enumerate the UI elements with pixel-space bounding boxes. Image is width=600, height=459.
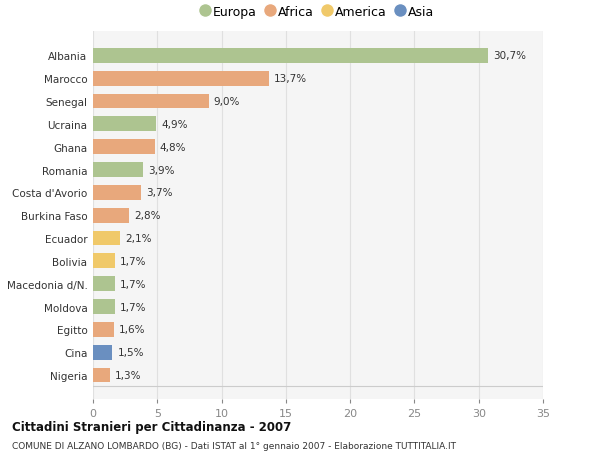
Text: 1,7%: 1,7% (120, 256, 146, 266)
Text: Cittadini Stranieri per Cittadinanza - 2007: Cittadini Stranieri per Cittadinanza - 2… (12, 420, 291, 433)
Legend: Europa, Africa, America, Asia: Europa, Africa, America, Asia (198, 2, 438, 22)
Text: 1,7%: 1,7% (120, 302, 146, 312)
Text: 1,7%: 1,7% (120, 279, 146, 289)
Bar (93, 322, 113, 337)
Bar (93, 185, 140, 200)
Bar (93, 345, 112, 360)
Text: 13,7%: 13,7% (274, 74, 307, 84)
Bar (93, 277, 115, 291)
Text: 1,6%: 1,6% (119, 325, 145, 335)
Bar (93, 299, 115, 314)
Text: 1,5%: 1,5% (118, 347, 144, 358)
Bar (93, 254, 115, 269)
Text: 30,7%: 30,7% (493, 51, 526, 61)
Text: 2,8%: 2,8% (134, 211, 161, 221)
Bar (93, 72, 269, 86)
Text: 3,7%: 3,7% (146, 188, 172, 198)
Text: 4,8%: 4,8% (160, 142, 187, 152)
Bar (93, 163, 143, 178)
Bar (93, 231, 120, 246)
Bar (93, 95, 209, 109)
Text: 3,9%: 3,9% (148, 165, 175, 175)
Text: 4,9%: 4,9% (161, 120, 188, 129)
Text: 1,3%: 1,3% (115, 370, 142, 380)
Text: COMUNE DI ALZANO LOMBARDO (BG) - Dati ISTAT al 1° gennaio 2007 - Elaborazione TU: COMUNE DI ALZANO LOMBARDO (BG) - Dati IS… (12, 441, 456, 450)
Bar (93, 208, 129, 223)
Text: 2,1%: 2,1% (125, 234, 152, 244)
Bar (93, 140, 155, 155)
Text: 9,0%: 9,0% (214, 97, 240, 107)
Bar (93, 368, 110, 383)
Bar (93, 49, 488, 64)
Bar (93, 117, 156, 132)
